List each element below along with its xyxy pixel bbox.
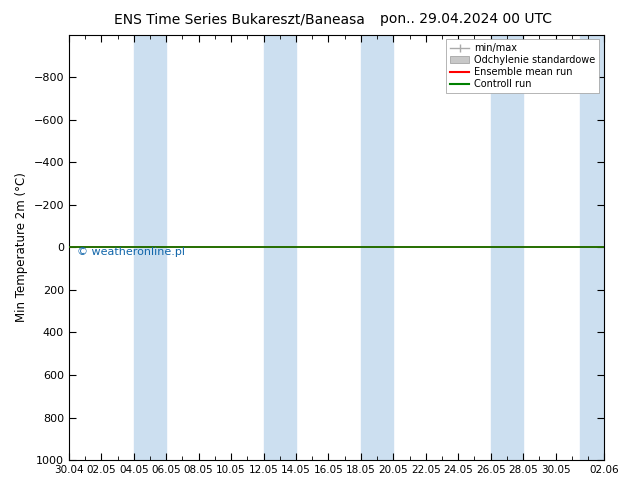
Text: pon.. 29.04.2024 00 UTC: pon.. 29.04.2024 00 UTC	[380, 12, 552, 26]
Bar	[361, 35, 393, 460]
Bar	[264, 35, 296, 460]
Text: ENS Time Series Bukareszt/Baneasa: ENS Time Series Bukareszt/Baneasa	[114, 12, 365, 26]
Bar	[134, 35, 166, 460]
Bar	[491, 35, 523, 460]
Bar	[580, 35, 604, 460]
Y-axis label: Min Temperature 2m (°C): Min Temperature 2m (°C)	[15, 172, 28, 322]
Text: © weatheronline.pl: © weatheronline.pl	[77, 247, 185, 257]
Legend: min/max, Odchylenie standardowe, Ensemble mean run, Controll run: min/max, Odchylenie standardowe, Ensembl…	[446, 40, 599, 93]
